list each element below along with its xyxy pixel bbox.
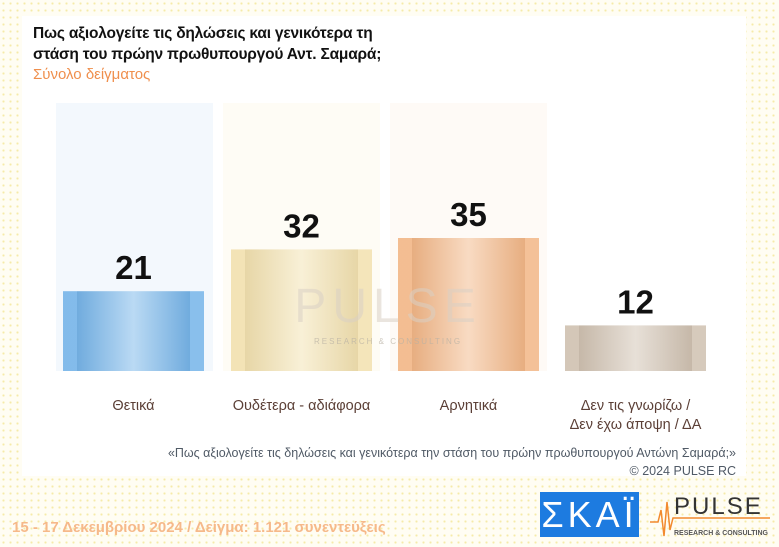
fieldwork-footer: 15 - 17 Δεκεμβρίου 2024 / Δείγμα: 1.121 …	[12, 519, 386, 536]
category-label: Αρνητικά	[440, 398, 498, 414]
bar	[231, 249, 372, 371]
data-label: 32	[283, 207, 320, 244]
title-line-1: Πως αξιολογείτε τις δηλώσεις και γενικότ…	[33, 25, 373, 42]
category-label: Ουδέτερα - αδιάφορα	[233, 398, 371, 414]
watermark-brand: PULSE	[294, 280, 481, 333]
skai-logo: ΣΚΑΪ	[540, 492, 639, 537]
data-label: 35	[450, 196, 487, 233]
category-label: Δεν έχω άποψη / ΔΑ	[570, 417, 702, 433]
bar	[565, 325, 706, 371]
category-label: Δεν τις γνωρίζω /	[581, 398, 691, 414]
question-text: «Πως αξιολογείτε τις δηλώσεις και γενικό…	[167, 446, 736, 460]
watermark-tagline: RESEARCH & CONSULTING	[314, 337, 462, 346]
data-label: 21	[115, 249, 152, 286]
source-note: «Πως αξιολογείτε τις δηλώσεις και γενικό…	[168, 444, 736, 480]
title-line-2: στάση του πρώην πρωθυπουργού Αντ. Σαμαρά…	[33, 46, 382, 63]
chart-subtitle: Σύνολο δείγματος	[33, 66, 151, 83]
bar	[398, 238, 539, 371]
pulse-logo: PULSE RESEARCH & CONSULTING	[650, 493, 770, 537]
category-label: Θετικά	[112, 398, 154, 414]
svg-text:RESEARCH & CONSULTING: RESEARCH & CONSULTING	[674, 530, 769, 537]
bar	[63, 291, 204, 371]
chart-title: Πως αξιολογείτε τις δηλώσεις και γενικότ…	[33, 23, 381, 65]
svg-text:PULSE: PULSE	[674, 493, 763, 520]
data-label: 12	[617, 283, 654, 320]
copyright: © 2024 PULSE RC	[629, 464, 736, 478]
bar-chart: PULSE RESEARCH & CONSULTING 21 Θετικά 32 Ουδέ…	[56, 103, 706, 433]
